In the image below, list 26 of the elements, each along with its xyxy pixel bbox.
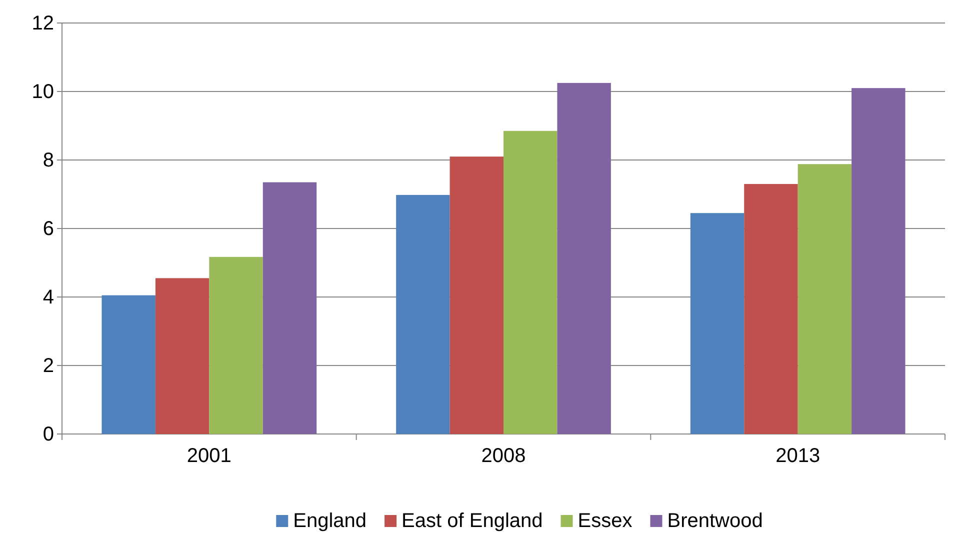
- bar: [690, 213, 744, 434]
- bar: [209, 256, 263, 434]
- x-tick-label: 2013: [776, 445, 820, 468]
- bar: [504, 130, 558, 434]
- bar: [262, 182, 317, 434]
- y-tick-label: 10: [32, 80, 54, 103]
- x-tick-label: 2008: [481, 445, 526, 468]
- y-tick-label: 4: [42, 286, 54, 308]
- legend-label: Essex: [578, 510, 632, 532]
- bar: [852, 88, 906, 434]
- bar: [798, 164, 852, 434]
- bar: [396, 194, 450, 434]
- y-tick-label: 12: [32, 12, 54, 34]
- bar: [744, 184, 798, 434]
- bar: [102, 295, 156, 434]
- y-tick-label: 2: [42, 354, 54, 377]
- y-tick-label: 0: [42, 423, 54, 446]
- legend-label: East of England: [402, 510, 543, 532]
- legend-label: England: [293, 510, 367, 532]
- x-tick-label: 2001: [186, 445, 232, 468]
- bar: [450, 156, 504, 434]
- bar: [557, 82, 611, 434]
- bar: [155, 278, 210, 434]
- legend-label: Brentwood: [667, 510, 763, 532]
- y-tick-label: 6: [42, 218, 54, 240]
- y-tick-label: 8: [42, 149, 54, 172]
